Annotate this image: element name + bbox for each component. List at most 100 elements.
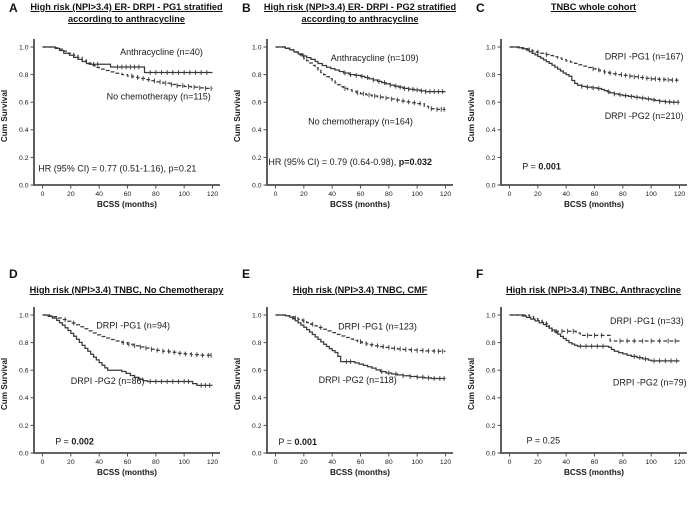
x-tick-label: 80 <box>619 459 627 466</box>
censor-marks <box>344 86 445 112</box>
stat-text: P = 0.002 <box>55 436 94 446</box>
series-label: Anthracycline (n=109) <box>331 53 419 63</box>
x-axis-title: BCSS (months) <box>330 200 390 209</box>
km-curve-dashed <box>42 314 213 356</box>
y-tick-label: 1.0 <box>252 44 262 51</box>
stat-text-normal: P = <box>55 436 71 446</box>
x-tick-label: 40 <box>328 459 336 466</box>
y-tick-label: 1.0 <box>486 44 496 51</box>
panel-title-line: according to anthracycline <box>257 14 463 26</box>
km-curve-dashed <box>509 314 680 342</box>
panel-title-text: TNBC whole cohort <box>550 2 637 12</box>
series-label: Anthracycline (n=40) <box>120 47 203 57</box>
y-tick-label: 0.6 <box>19 368 29 375</box>
x-tick-label: 40 <box>562 459 570 466</box>
x-axis-title: BCSS (months) <box>97 200 157 209</box>
y-axis-title: Cum Survival <box>233 358 242 410</box>
panel-letter: D <box>9 267 18 281</box>
y-tick-label: 1.0 <box>19 312 29 319</box>
km-curve-solid <box>509 46 680 103</box>
x-tick-label: 120 <box>207 459 219 466</box>
km-curve-dashed <box>275 314 446 352</box>
x-tick-label: 100 <box>645 459 657 466</box>
y-tick-label: 0.4 <box>486 127 496 134</box>
censor-marks <box>131 73 212 91</box>
y-tick-label: 0.8 <box>486 72 496 79</box>
y-tick-label: 0.0 <box>486 450 496 457</box>
x-tick-label: 40 <box>95 459 103 466</box>
y-axis-title: Cum Survival <box>0 90 9 142</box>
series-label: DRPI -PG1 (n=33) <box>610 316 684 326</box>
x-tick-label: 0 <box>508 191 512 198</box>
km-curve-solid <box>275 314 446 380</box>
stat-text-normal: P = <box>278 437 294 447</box>
y-axis-title: Cum Survival <box>0 358 9 410</box>
censor-marks <box>579 343 678 364</box>
x-tick-label: 60 <box>591 459 599 466</box>
censor-marks <box>93 61 208 75</box>
y-tick-label: 0.6 <box>486 100 496 107</box>
x-tick-label: 100 <box>178 459 190 466</box>
x-tick-label: 20 <box>300 459 308 466</box>
x-tick-label: 60 <box>124 459 132 466</box>
y-tick-label: 0.2 <box>19 155 29 162</box>
x-tick-label: 100 <box>178 191 190 198</box>
panel-title: High risk (NPI>3.4) TNBC, CMF <box>257 285 463 300</box>
panel-letter: B <box>242 1 251 15</box>
censor-marks <box>555 328 676 344</box>
x-tick-label: 0 <box>508 459 512 466</box>
km-curve-solid <box>42 314 213 387</box>
series-label: DRPI -PG1 (n=123) <box>338 322 417 332</box>
y-tick-label: 0.4 <box>252 395 262 402</box>
x-tick-label: 120 <box>440 191 452 198</box>
x-tick-label: 0 <box>274 191 278 198</box>
x-tick-label: 80 <box>152 191 160 198</box>
panel-f: F High risk (NPI>3.4) TNBC, Anthracycline… <box>467 260 700 518</box>
x-tick-label: 40 <box>328 191 336 198</box>
y-tick-label: 0.8 <box>19 72 29 79</box>
panel-a: A High risk (NPI>3.4) ER- DRPI - PG1 stra… <box>0 0 233 260</box>
km-curve-dashed <box>42 46 213 90</box>
x-tick-label: 20 <box>67 459 75 466</box>
series-label: DRPI -PG2 (n=118) <box>319 375 397 385</box>
x-tick-label: 60 <box>591 191 599 198</box>
x-tick-label: 120 <box>674 459 686 466</box>
km-curve-solid <box>42 46 213 74</box>
panel-title: High risk (NPI>3.4) ER- DRPI - PG2 strat… <box>257 2 463 32</box>
y-tick-label: 0.6 <box>486 368 496 375</box>
x-tick-label: 0 <box>41 459 45 466</box>
panel-title-text: High risk (NPI>3.4) TNBC, No Chemotherap… <box>29 285 224 295</box>
panel-title-text: High risk (NPI>3.4) ER- DRPI - PG2 strat… <box>263 2 457 12</box>
y-tick-label: 0.0 <box>19 450 29 457</box>
panel-letter: E <box>242 267 251 281</box>
y-tick-label: 0.4 <box>19 395 29 402</box>
censor-marks <box>581 83 679 105</box>
stat-text-bold: 0.001 <box>294 437 317 447</box>
stat-text-bold: 0.002 <box>71 436 94 446</box>
km-curve-solid <box>275 46 446 93</box>
x-tick-label: 100 <box>411 459 423 466</box>
x-tick-label: 0 <box>274 459 278 466</box>
km-plot-b: 0.0 0.2 0.4 0.6 0.8 1.0 0 20 40 60 80 100 120 BCSS (m… <box>233 39 453 209</box>
km-plot-d: 0.0 0.2 0.4 0.6 0.8 1.0 0 20 40 60 80 100 120 BCSS (m… <box>0 307 220 477</box>
panel-title: High risk (NPI>3.4) TNBC, Anthracycline <box>491 285 696 300</box>
panel-letter: A <box>9 1 18 15</box>
stat-text: HR (95% CI) = 0.79 (0.64-0.98), p=0.032 <box>268 157 432 167</box>
y-axis-title: Cum Survival <box>467 90 476 142</box>
panel-title: High risk (NPI>3.4) ER- DRPI - PG1 strat… <box>24 2 229 32</box>
panel-title-line: High risk (NPI>3.4) TNBC, No Chemotherap… <box>24 285 229 297</box>
x-axis-title: BCSS (months) <box>564 468 624 477</box>
x-tick-label: 40 <box>562 191 570 198</box>
x-tick-label: 60 <box>124 191 132 198</box>
series-label: DRPI -PG1 (n=94) <box>96 320 170 330</box>
panel-letter: C <box>476 1 485 15</box>
stat-text: P = 0.001 <box>278 437 317 447</box>
x-tick-label: 80 <box>152 459 160 466</box>
y-tick-label: 0.4 <box>252 127 262 134</box>
censor-marks <box>149 379 211 388</box>
panel-title: TNBC whole cohort <box>491 2 696 32</box>
y-tick-label: 0.8 <box>252 340 262 347</box>
panel-title-text: according to anthracycline <box>301 13 419 24</box>
series-label: DRPI -PG2 (n=86) <box>71 376 145 386</box>
